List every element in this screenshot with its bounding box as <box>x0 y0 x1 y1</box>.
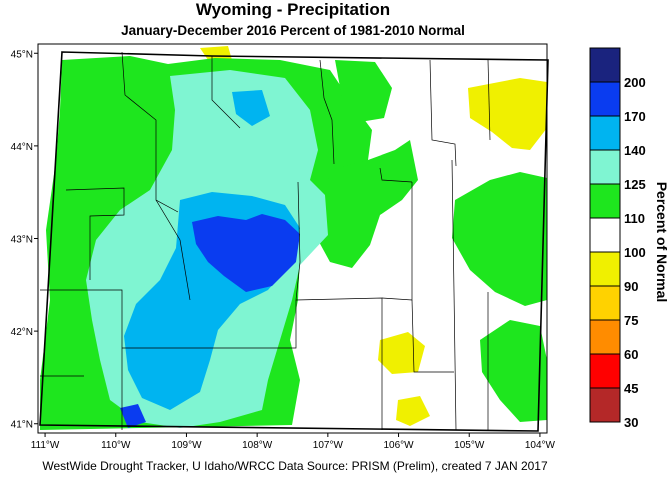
legend-label: 100 <box>624 245 646 260</box>
green-region-se <box>480 320 547 422</box>
blue-region <box>192 214 300 292</box>
legend-swatch <box>589 387 621 423</box>
below-normal-region-s <box>396 396 430 426</box>
legend-label: 60 <box>624 347 638 362</box>
precip-regions <box>40 46 547 430</box>
lon-tick-label: 111°W <box>31 440 60 451</box>
legend-label: 90 <box>624 279 638 294</box>
county-lines <box>40 51 491 431</box>
green-region-n <box>335 60 392 122</box>
legend-swatch <box>589 183 621 219</box>
map-frame <box>37 43 549 434</box>
legend-swatch <box>589 81 621 117</box>
legend-swatch <box>589 115 621 151</box>
lat-tick-label: 44°N <box>11 142 33 153</box>
legend-swatch <box>589 47 621 83</box>
legend-colorbar: 200 170 140 125 110 100 90 75 60 45 30 Percent of N… <box>589 47 669 430</box>
legend-swatch <box>589 285 621 321</box>
map-subtitle: January-December 2016 Percent of 1981-20… <box>121 23 465 38</box>
legend-label: 200 <box>624 75 646 90</box>
legend-label: 30 <box>624 415 638 430</box>
map-title: Wyoming - Precipitation <box>195 0 391 19</box>
legend-swatch <box>589 319 621 355</box>
green-region-central <box>318 140 418 268</box>
lon-tick-label: 104°W <box>525 440 556 451</box>
latitude-ticks: 45°N 44°N 43°N 42°N 41°N <box>11 49 38 431</box>
lon-tick-label: 109°W <box>171 440 202 451</box>
lon-tick-label: 110°W <box>101 440 131 451</box>
legend-label: 110 <box>624 211 645 226</box>
below-normal-region-ne <box>468 78 547 150</box>
legend-swatch <box>589 251 621 287</box>
lon-tick-label: 106°W <box>383 440 414 451</box>
blue-region-small <box>120 404 146 428</box>
legend-label: 140 <box>624 143 646 158</box>
lat-tick-label: 45°N <box>11 49 33 60</box>
cyan-region-north <box>232 90 270 126</box>
legend-label: 125 <box>624 177 646 192</box>
green-region-east <box>452 172 547 306</box>
legend-swatch <box>589 217 621 253</box>
map-footer: WestWide Drought Tracker, U Idaho/WRCC D… <box>42 459 548 473</box>
wyoming-boundary <box>39 51 549 432</box>
lon-tick-label: 108°W <box>242 440 273 451</box>
longitude-ticks: 111°W 110°W 109°W 108°W 107°W 106°W 105°W 104°W <box>31 433 556 451</box>
legend-swatch <box>589 149 621 185</box>
lat-tick-label: 43°N <box>11 235 33 246</box>
legend-swatch <box>589 353 621 389</box>
legend-label: 170 <box>624 109 646 124</box>
legend-label: 75 <box>624 313 638 328</box>
legend-title: Percent of Normal <box>654 182 669 303</box>
lat-tick-label: 42°N <box>11 327 33 338</box>
lat-tick-label: 41°N <box>11 420 33 431</box>
lon-tick-label: 105°W <box>454 440 485 451</box>
lon-tick-label: 107°W <box>313 440 344 451</box>
legend-label: 45 <box>624 381 638 396</box>
